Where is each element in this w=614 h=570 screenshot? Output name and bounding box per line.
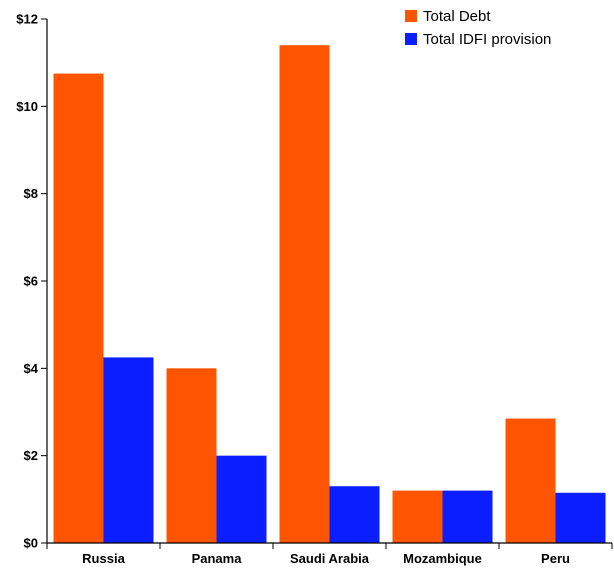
bar-total-debt-peru [505,418,556,543]
legend-swatch [405,10,417,22]
bars [53,45,606,543]
legend-label: Total Debt [423,8,491,25]
y-tick-label: $4 [24,361,39,376]
bar-total-debt-saudi-arabia [279,45,330,543]
bar-total-idfi-provision-peru [555,492,606,543]
x-tick-label: Peru [541,551,570,566]
x-tick-label: Saudi Arabia [290,551,370,566]
bar-total-idfi-provision-russia [103,357,154,543]
bar-total-debt-panama [166,368,217,543]
bar-total-idfi-provision-panama [216,455,267,543]
x-axis-labels: Russia Panama Saudi Arabia Mozambique Peru [82,551,570,566]
bar-total-debt-mozambique [392,490,443,543]
bar-total-debt-russia [53,73,104,543]
y-tick-label: $12 [16,12,38,27]
y-tick-label: $8 [24,186,38,201]
x-tick-label: Russia [82,551,125,566]
x-tick-label: Panama [192,551,243,566]
bar-total-idfi-provision-saudi-arabia [329,486,380,543]
y-axis-ticks: $0 $2 $4 $6 $8 $10 $12 [16,12,47,551]
y-tick-label: $2 [24,448,38,463]
legend-label: Total IDFI provision [423,31,551,48]
y-tick-label: $0 [24,536,38,551]
bar-total-idfi-provision-mozambique [442,490,493,543]
legend-swatch [405,33,417,45]
x-tick-label: Mozambique [403,551,482,566]
axes [46,19,613,549]
y-tick-label: $6 [24,274,38,289]
y-tick-label: $10 [16,99,38,114]
legend: Total Debt Total IDFI provision [405,8,551,48]
